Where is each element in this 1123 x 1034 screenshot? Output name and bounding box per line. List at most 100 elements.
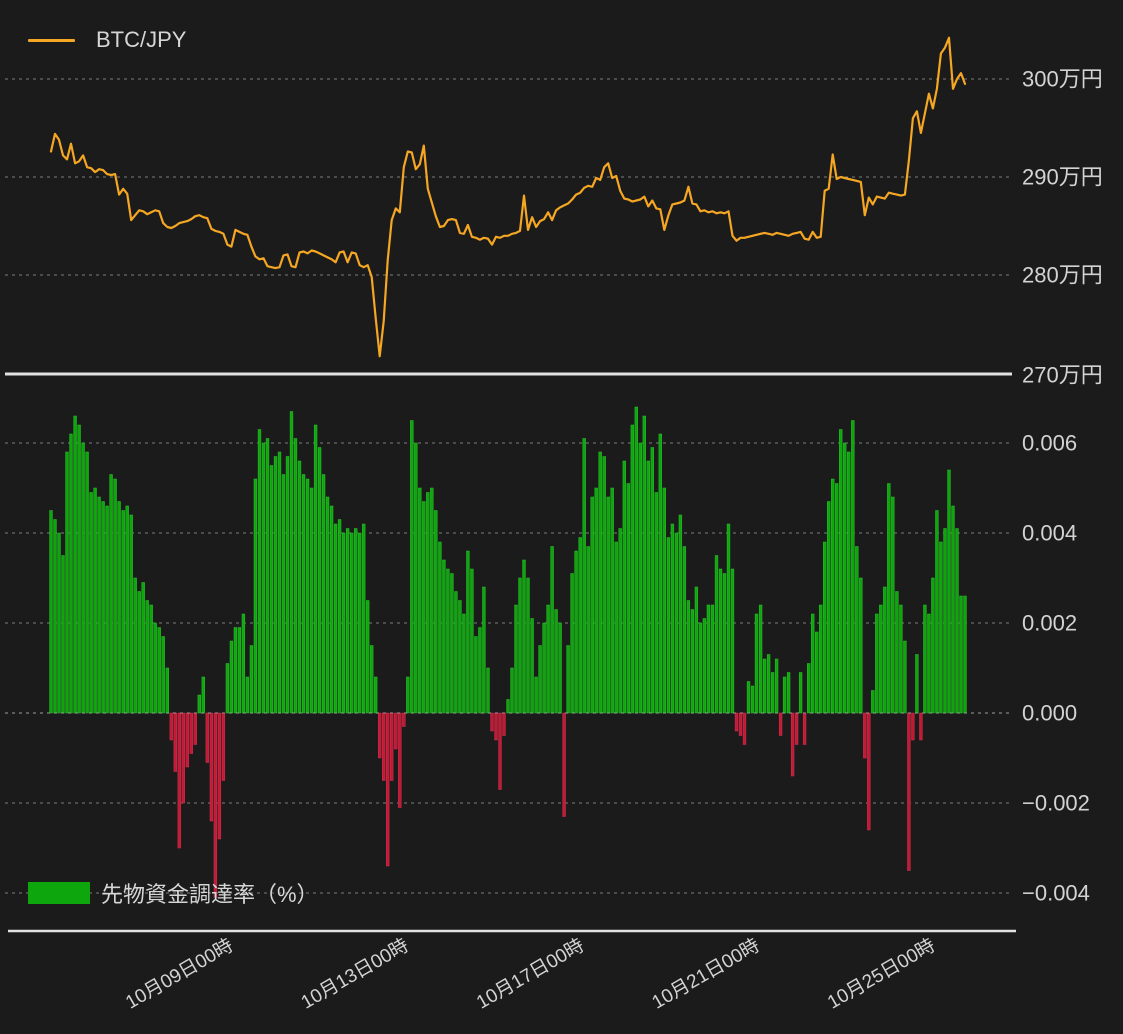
funding-rate-bar — [486, 667, 490, 714]
funding-rate-bar — [879, 604, 883, 714]
funding-rate-bar — [329, 505, 334, 714]
funding-rate-bar — [454, 591, 458, 714]
y-tick-label: 290万円 — [1022, 165, 1103, 190]
funding-rate-bar — [839, 429, 843, 714]
funding-rate-bar — [245, 676, 250, 714]
funding-rate-bar — [422, 501, 426, 714]
funding-rate-bar — [786, 672, 791, 714]
funding-rate-bar — [626, 483, 630, 714]
funding-rate-bar — [394, 712, 398, 750]
funding-rate-bar — [662, 487, 666, 714]
funding-rate-bar — [406, 676, 410, 714]
funding-rate-bar — [634, 406, 638, 714]
funding-rate-bar — [350, 532, 354, 714]
funding-rate-bar — [482, 586, 486, 714]
funding-rate-bar — [963, 595, 967, 714]
funding-rate-bar — [754, 613, 759, 714]
funding-rate-bar — [133, 577, 137, 714]
funding-rate-bar — [241, 613, 246, 714]
funding-rate-bar — [49, 510, 53, 714]
funding-rate-bar — [855, 546, 859, 714]
funding-rate-bar — [426, 492, 430, 714]
funding-rate-bar — [325, 496, 330, 714]
funding-rate-bar — [209, 712, 214, 822]
funding-rate-bar — [478, 627, 482, 714]
funding-rate-bar — [827, 501, 831, 714]
funding-rate-bar — [506, 699, 510, 714]
funding-rate-bar — [121, 510, 125, 714]
funding-rate-bar — [674, 532, 679, 714]
funding-rate-bar — [534, 676, 538, 714]
funding-rate-bar — [802, 712, 807, 745]
funding-rate-bar — [618, 528, 622, 714]
funding-rate-bar — [867, 712, 871, 831]
funding-rate-bar — [370, 645, 374, 714]
funding-rate-bar — [201, 676, 205, 714]
x-tick-label: 10月25日00時 — [824, 934, 939, 1013]
funding-rate-bar — [811, 613, 815, 714]
funding-rate-bar — [177, 712, 181, 849]
funding-rate-bar — [97, 496, 101, 714]
funding-rate-bar — [718, 568, 723, 714]
funding-rate-bar — [145, 600, 149, 714]
funding-rate-bar — [847, 451, 851, 714]
funding-rate-bar — [141, 582, 145, 714]
funding-rate-bar — [354, 528, 358, 714]
funding-rate-bar — [606, 496, 610, 714]
funding-rate-bar — [362, 523, 366, 714]
funding-rate-bar — [149, 604, 153, 714]
funding-rate-bar — [466, 550, 470, 714]
funding-rate-bar — [658, 433, 662, 714]
funding-rate-bar — [530, 618, 534, 714]
funding-rate-bar — [101, 501, 105, 714]
funding-rate-bar — [582, 438, 586, 714]
funding-rate-bar — [951, 505, 955, 714]
funding-rate-bar — [586, 546, 590, 714]
funding-rate-bar — [89, 492, 93, 714]
y-tick-label: 300万円 — [1022, 67, 1103, 92]
funding-rate-bar — [281, 474, 286, 714]
funding-rate-bar — [490, 712, 494, 732]
funding-rate-bar — [734, 712, 739, 732]
funding-rate-bar — [169, 712, 173, 741]
funding-rate-bar — [386, 712, 390, 867]
funding-rate-bar — [770, 672, 775, 714]
funding-rate-bar — [955, 528, 959, 714]
funding-rate-bar — [317, 447, 322, 714]
funding-rate-bar — [742, 712, 747, 745]
funding-rate-bar — [213, 712, 218, 898]
funding-rate-bar — [943, 528, 947, 714]
btc-jpy-price-line — [49, 36, 967, 358]
legend-funding-rate[interactable]: 先物資金調達率（%） — [28, 877, 319, 909]
funding-rate-bar — [233, 627, 238, 714]
funding-rate-bar — [225, 663, 230, 714]
funding-rate-bar — [762, 658, 767, 714]
funding-rate-bar — [690, 609, 695, 714]
funding-rate-bar — [257, 429, 262, 714]
funding-rate-bar — [77, 424, 81, 714]
funding-rate-bar — [518, 577, 522, 714]
funding-rate-bar — [875, 613, 879, 714]
funding-rate-bar — [474, 636, 478, 714]
funding-rate-bar — [522, 559, 526, 714]
legend-btc-jpy[interactable]: BTC/JPY — [28, 27, 186, 53]
funding-rate-bar — [137, 591, 141, 714]
funding-rate-bar — [835, 483, 839, 714]
funding-rate-bar — [269, 465, 274, 714]
funding-rate-bar — [831, 478, 835, 714]
funding-rate-bar — [358, 532, 362, 714]
y-tick-label: 0.002 — [1022, 611, 1077, 636]
funding-rate-bar — [313, 424, 318, 714]
funding-rate-bar — [161, 636, 165, 714]
funding-rate-bar — [774, 658, 779, 714]
funding-rate-bar — [438, 541, 442, 714]
funding-rate-bar — [638, 442, 642, 714]
funding-rate-bar — [285, 456, 290, 714]
funding-rate-bar — [562, 712, 566, 817]
funding-rate-bar — [778, 712, 783, 736]
funding-rate-bar — [293, 438, 298, 714]
funding-rate-bar — [911, 712, 915, 741]
funding-rate-bar — [883, 586, 887, 714]
